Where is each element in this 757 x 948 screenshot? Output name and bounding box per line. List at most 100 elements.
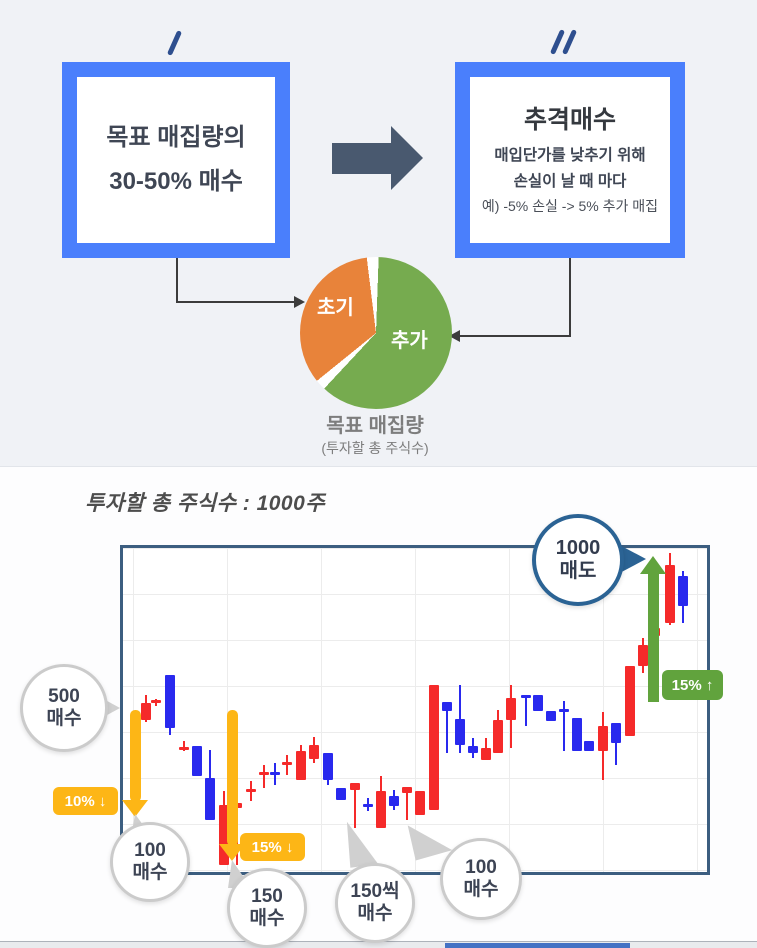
candle-body: [270, 772, 280, 775]
callout-buy-150-each: 150씩 매수: [335, 863, 415, 943]
bottom-progress-segment: [445, 943, 630, 948]
callout-sell-1000: 1000 매도: [532, 514, 624, 606]
candle-body: [205, 778, 215, 820]
callout-1000-action: 매도: [559, 560, 597, 582]
candlestick-plot: [120, 545, 710, 875]
step1-tick-icon: [166, 30, 183, 56]
candle-body: [246, 789, 256, 792]
candle-body: [151, 700, 161, 703]
buy-drop-arrow-2-shaft: [227, 710, 238, 846]
initial-buy-line1: 목표 매집량의: [106, 123, 246, 151]
candle-wick: [354, 783, 356, 828]
candle-body: [521, 695, 531, 698]
candle-body: [611, 723, 621, 743]
chase-buy-line1: 매입단가를 낮추기 위해: [494, 147, 646, 165]
initial-buy-line2: 30-50% 매수: [109, 168, 243, 195]
chase-buy-example: 예) -5% 손실 -> 5% 추가 매집: [481, 198, 659, 215]
callout-buy-100-second: 100 매수: [440, 838, 522, 920]
callout-buy-500: 500 매수: [20, 664, 108, 752]
candle-wick: [263, 765, 265, 788]
candle-wick: [286, 755, 288, 775]
sell-rise-arrow-shaft: [648, 572, 659, 702]
callout-150each-action: 매수: [357, 903, 393, 924]
connector-left-horizontal: [176, 301, 296, 303]
buy-drop-arrow-2-head-icon: [219, 844, 245, 861]
flow-arrow-icon: [332, 143, 391, 174]
candle-wick: [563, 701, 565, 751]
connector-right-arrowhead-icon: [449, 330, 460, 342]
sell-rise-arrow-head-icon: [640, 556, 666, 574]
candle-body: [442, 702, 452, 711]
buy-drop-arrow-1-head-icon: [122, 800, 148, 817]
candle-body: [219, 805, 229, 865]
candle-body: [546, 711, 556, 721]
callout-150-qty: 150: [251, 886, 283, 908]
candle-wick: [615, 723, 617, 765]
callout-500-action: 매수: [46, 708, 82, 729]
target-pie-chart: [300, 257, 452, 409]
chase-buy-title: 추격매수: [523, 106, 616, 135]
candle-body: [336, 788, 346, 800]
candle-body: [598, 726, 608, 751]
connector-left-arrowhead-icon: [294, 296, 305, 308]
candle-body: [141, 703, 151, 720]
buy-drop-arrow-1-shaft: [130, 710, 141, 802]
connector-left-vertical: [176, 258, 178, 303]
pie-subcaption: (투자할 총 주식수): [321, 440, 429, 456]
candle-body: [363, 804, 373, 807]
candle-body: [350, 783, 360, 790]
callout-buy-150: 150 매수: [227, 868, 307, 948]
callout-1000-qty: 1000: [555, 537, 601, 559]
candle-body: [455, 719, 465, 745]
connector-right-vertical: [569, 258, 571, 337]
candle-wick: [446, 702, 448, 753]
candle-body: [468, 746, 478, 753]
callout-100a-action: 매수: [132, 862, 168, 883]
candle-body: [559, 709, 569, 712]
drop-10-badge: 10% ↓: [53, 787, 118, 815]
candle-body: [309, 745, 319, 759]
candle-body: [625, 666, 635, 736]
pie-slice-additional-label: 추가: [391, 330, 428, 352]
candle-body: [179, 747, 189, 750]
candle-body: [389, 796, 399, 806]
candle-body: [665, 565, 675, 623]
chase-buy-box: 추격매수 매입단가를 낮추기 위해 손실이 날 때 마다 예) -5% 손실 -…: [455, 62, 685, 258]
flow-arrow-head-icon: [391, 126, 423, 190]
connector-right-horizontal: [460, 335, 571, 337]
initial-buy-box: 목표 매집량의 30-50% 매수: [62, 62, 290, 258]
candle-body: [402, 787, 412, 793]
candle-body: [165, 675, 175, 728]
callout-150each-qty: 150씩: [350, 881, 400, 903]
candle-body: [584, 741, 594, 751]
candle-body: [572, 718, 582, 751]
pie-caption: 목표 매집량: [326, 415, 424, 437]
candle-body: [282, 762, 292, 765]
candle-body: [192, 746, 202, 776]
candle-body: [533, 695, 543, 711]
candle-wick: [525, 695, 527, 726]
candle-body: [296, 751, 306, 780]
candle-body: [481, 748, 491, 760]
callout-100b-qty: 100: [465, 857, 497, 879]
candle-wick: [406, 787, 408, 820]
callout-100a-qty: 100: [134, 840, 166, 862]
candle-body: [415, 791, 425, 815]
rise-15-badge: 15% ↑: [662, 670, 723, 700]
candle-body: [259, 772, 269, 775]
candle-wick: [183, 741, 185, 751]
candle-body: [323, 753, 333, 780]
candle-body: [376, 791, 386, 828]
candle-body: [638, 645, 648, 666]
callout-500-qty: 500: [48, 686, 80, 708]
candle-body: [429, 685, 439, 810]
chart-title: 투자할 총 주식수 : 1000주: [85, 492, 326, 515]
callout-150-action: 매수: [249, 908, 285, 929]
chase-buy-line2: 손실이 날 때 마다: [513, 172, 627, 190]
drop-15-badge: 15% ↓: [240, 833, 305, 861]
candle-body: [678, 576, 688, 606]
callout-buy-100-first: 100 매수: [110, 822, 190, 902]
candle-body: [506, 698, 516, 720]
callout-100b-action: 매수: [463, 879, 499, 900]
